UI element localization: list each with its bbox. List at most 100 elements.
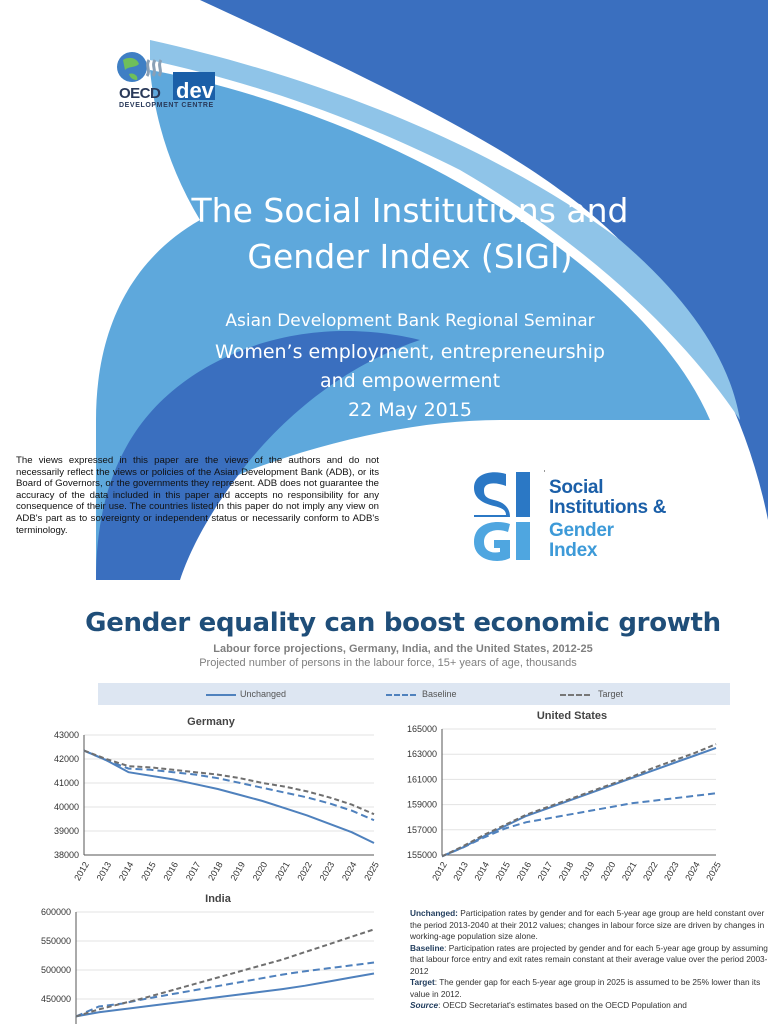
y-tick-label: 42000 [54, 754, 79, 764]
x-tick-label: 2016 [161, 860, 180, 882]
x-tick-label: 2018 [206, 860, 225, 882]
chart-title: India [205, 893, 232, 905]
x-tick-label: 2019 [228, 860, 247, 882]
x-tick-label: 2022 [295, 860, 314, 882]
y-tick-label: 600000 [41, 907, 71, 917]
chart-title: Germany [187, 716, 236, 728]
series-line-target [441, 743, 717, 858]
united-states-chart: United States 165000 163000 161000 159000 157… [407, 710, 723, 882]
subtitle-line-2: and empowerment [319, 370, 501, 392]
x-tick-label: 2017 [184, 860, 203, 882]
x-tick-label: 2013 [451, 860, 470, 882]
development-centre-label: DEVELOPMENT CENTRE [119, 102, 214, 109]
note-source-text: : OECD Secretariat's estimates based on … [438, 1000, 687, 1010]
x-tick-label: 2018 [557, 860, 576, 882]
x-tick-label: 2017 [536, 860, 555, 882]
series-line-target [83, 749, 375, 816]
x-tick-label: 2024 [683, 860, 702, 882]
y-tick-label: 161000 [407, 774, 437, 784]
legend-swatch-baseline [386, 694, 416, 696]
chart-slide-units-note: Projected number of persons in the labou… [199, 657, 577, 669]
note-unchanged-text: Participation rates by gender and for ea… [410, 908, 765, 941]
note-target-label: Target [410, 977, 435, 987]
x-tick-label: 2021 [620, 860, 639, 882]
x-tick-label: 2021 [273, 860, 292, 882]
x-tick-label: 2020 [251, 860, 270, 882]
chart-slide-subtitle: Labour force projections, Germany, India… [213, 643, 593, 655]
slide-title: The Social Institutions and Gender Index… [150, 188, 670, 280]
note-source-label: Source [410, 1000, 439, 1010]
y-tick-label: 38000 [54, 850, 79, 860]
dark-blue-curve [200, 0, 768, 520]
y-tick-label: 165000 [407, 724, 437, 734]
dark-blue-swoosh [96, 331, 420, 580]
x-tick-label: 2024 [340, 860, 359, 882]
x-tick-label: 2012 [430, 860, 449, 882]
series-line-unchanged [75, 972, 375, 1018]
y-tick-label: 159000 [407, 800, 437, 810]
x-tick-label: 2025 [704, 860, 723, 882]
series-line-baseline [83, 749, 375, 822]
x-tick-label: 2012 [72, 860, 91, 882]
legend-label-unchanged: Unchanged [240, 689, 287, 699]
series-line-baseline [75, 961, 375, 1018]
chart-notes: Unchanged: Participation rates by gender… [410, 908, 768, 1012]
chart-slide-title: Gender equality can boost economic growt… [85, 608, 721, 638]
oecd-wordmark: OECD [119, 85, 161, 102]
series-line-baseline [441, 792, 717, 858]
note-target-text: : The gender gap for each 5-year age gro… [410, 977, 761, 999]
sigi-logo-graphic [474, 470, 545, 561]
sigi-word-social: Social [549, 477, 604, 498]
title-line-2: Gender Index (SIGI) [247, 237, 573, 276]
series-line-target [75, 928, 375, 1018]
seminar-date: 22 May 2015 [348, 399, 472, 421]
seminar-name: Asian Development Bank Regional Seminar [225, 311, 595, 331]
x-tick-label: 2019 [578, 860, 597, 882]
x-tick-label: 2023 [318, 860, 337, 882]
legend-swatch-unchanged [206, 694, 236, 696]
seminar-subtitle: Women’s employment, entrepreneurship and… [150, 338, 670, 396]
oecd-logo-graphic [117, 52, 215, 100]
y-tick-label: 163000 [407, 749, 437, 759]
x-tick-label: 2022 [641, 860, 660, 882]
title-slide: OECD dev DEVELOPMENT CENTRE The Social I… [16, 0, 768, 580]
chart-slide: Gender equality can boost economic growt… [0, 580, 768, 1024]
y-tick-label: 550000 [41, 936, 71, 946]
y-tick-label: 41000 [54, 778, 79, 788]
x-tick-label: 2015 [139, 860, 158, 882]
title-line-1: The Social Institutions and [191, 191, 629, 230]
india-chart: India 600000 550000 500000 450000 [41, 893, 375, 1024]
note-unchanged-label: Unchanged: [410, 908, 458, 918]
subtitle-line-1: Women’s employment, entrepreneurship [215, 341, 605, 363]
y-tick-label: 40000 [54, 802, 79, 812]
y-tick-label: 157000 [407, 825, 437, 835]
sigi-word-institutions: Institutions & [549, 497, 667, 518]
chart-legend: Unchanged Baseline Target [98, 683, 730, 705]
slide-background-shapes [96, 0, 768, 580]
legend-swatch-target [560, 694, 590, 696]
y-tick-label: 39000 [54, 826, 79, 836]
chart-title: United States [537, 710, 607, 722]
note-baseline-text: : Participation rates are projected by g… [410, 942, 768, 976]
x-tick-label: 2013 [95, 860, 114, 882]
x-tick-label: 2020 [599, 860, 618, 882]
series-line-unchanged [441, 746, 717, 858]
disclaimer-text: The views expressed in this paper are th… [16, 455, 379, 536]
legend-label-baseline: Baseline [422, 689, 457, 699]
germany-chart: Germany430004200041000400003900038000201… [54, 716, 381, 882]
note-baseline-label: Baseline [410, 942, 445, 953]
legend-label-target: Target [598, 689, 624, 699]
series-line-unchanged [83, 749, 375, 844]
sigi-word-index: Index [549, 540, 598, 561]
x-tick-label: 2014 [472, 860, 491, 882]
x-tick-label: 2014 [117, 860, 136, 882]
y-tick-label: 500000 [41, 965, 71, 975]
x-tick-label: 2016 [515, 860, 534, 882]
x-tick-label: 2023 [662, 860, 681, 882]
dev-wordmark: dev [176, 78, 214, 103]
x-tick-label: 2025 [362, 860, 381, 882]
x-tick-label: 2015 [493, 860, 512, 882]
y-tick-label: 155000 [407, 850, 437, 860]
y-tick-label: 43000 [54, 730, 79, 740]
y-tick-label: 450000 [41, 994, 71, 1004]
